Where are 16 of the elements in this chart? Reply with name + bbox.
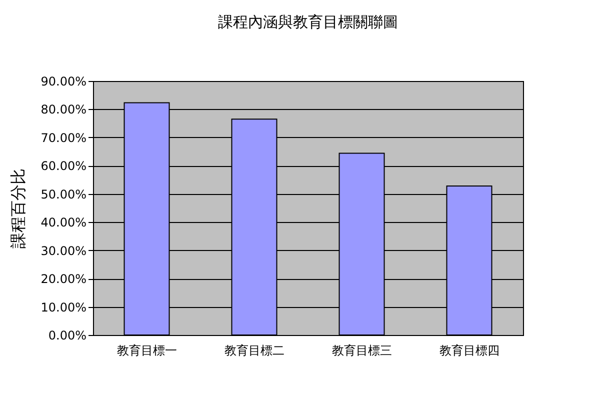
y-tick-label: 90.00% [40,74,86,88]
chart-title: 課程內涵與教育目標關聯圖 [218,13,398,31]
y-tick-label: 10.00% [40,300,86,314]
x-tick-label: 教育目標四 [439,344,500,358]
x-tick-label: 教育目標二 [224,344,284,358]
y-tick-label: 30.00% [40,244,86,258]
y-tick-label: 0.00% [48,328,86,342]
x-tick-label: 教育目標一 [116,344,177,358]
y-tick-label: 40.00% [40,216,86,230]
y-axis-title: 課程百分比 [8,168,28,248]
y-tick-label: 60.00% [40,159,86,174]
y-tick-label: 20.00% [40,272,86,286]
y-tick-label: 50.00% [40,187,86,202]
y-tick-label: 70.00% [40,130,86,145]
y-tick-label: 80.00% [40,102,86,117]
x-tick-label: 教育目標三 [332,344,392,358]
